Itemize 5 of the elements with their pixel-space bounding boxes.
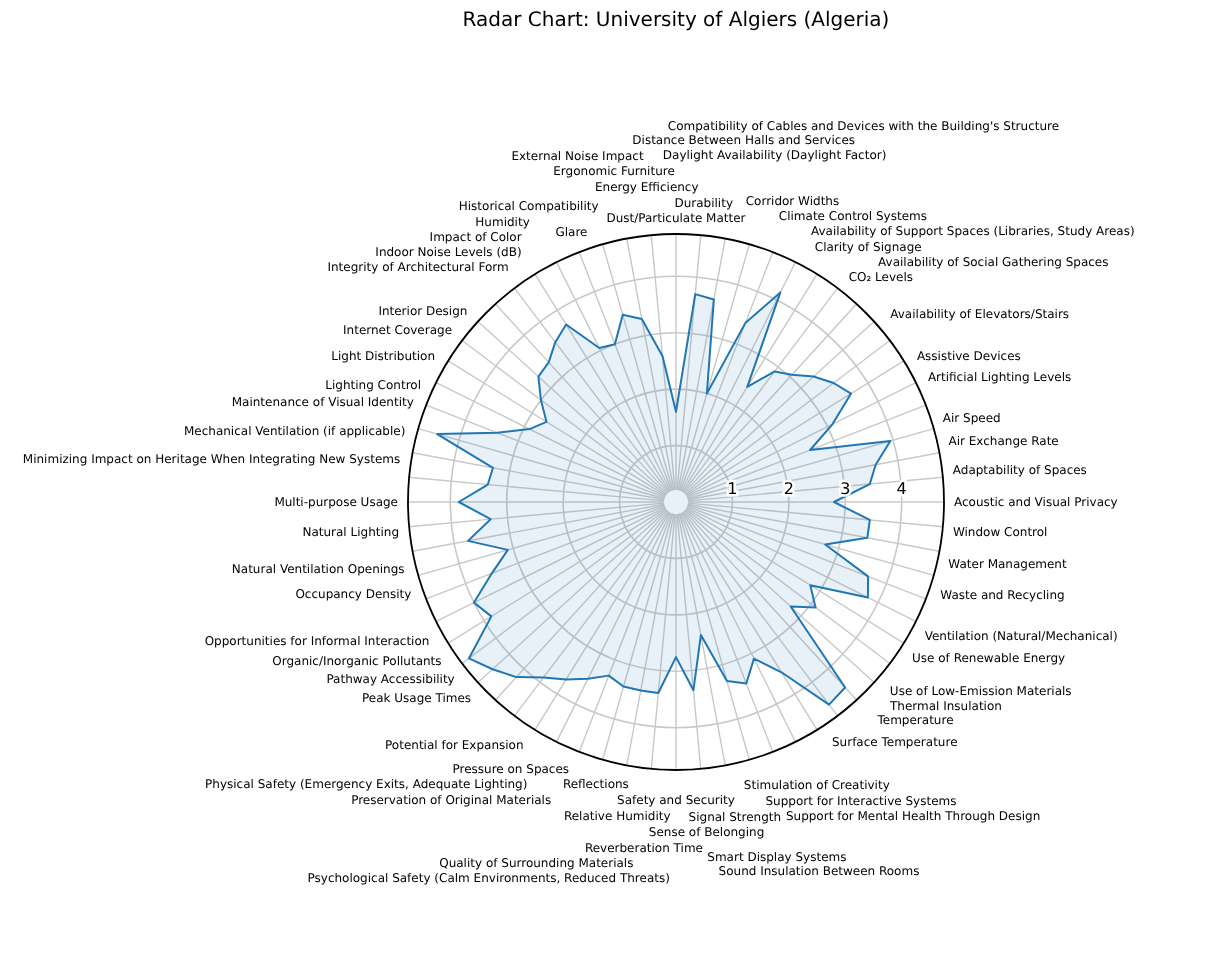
y-tick-label: 1 — [727, 480, 738, 499]
y-tick-label: 2 — [783, 480, 794, 499]
y-tick-label: 3 — [840, 480, 851, 499]
y-tick-label: 4 — [896, 480, 907, 499]
chart-title: Radar Chart: University of Algiers (Algeria) — [462, 10, 890, 32]
